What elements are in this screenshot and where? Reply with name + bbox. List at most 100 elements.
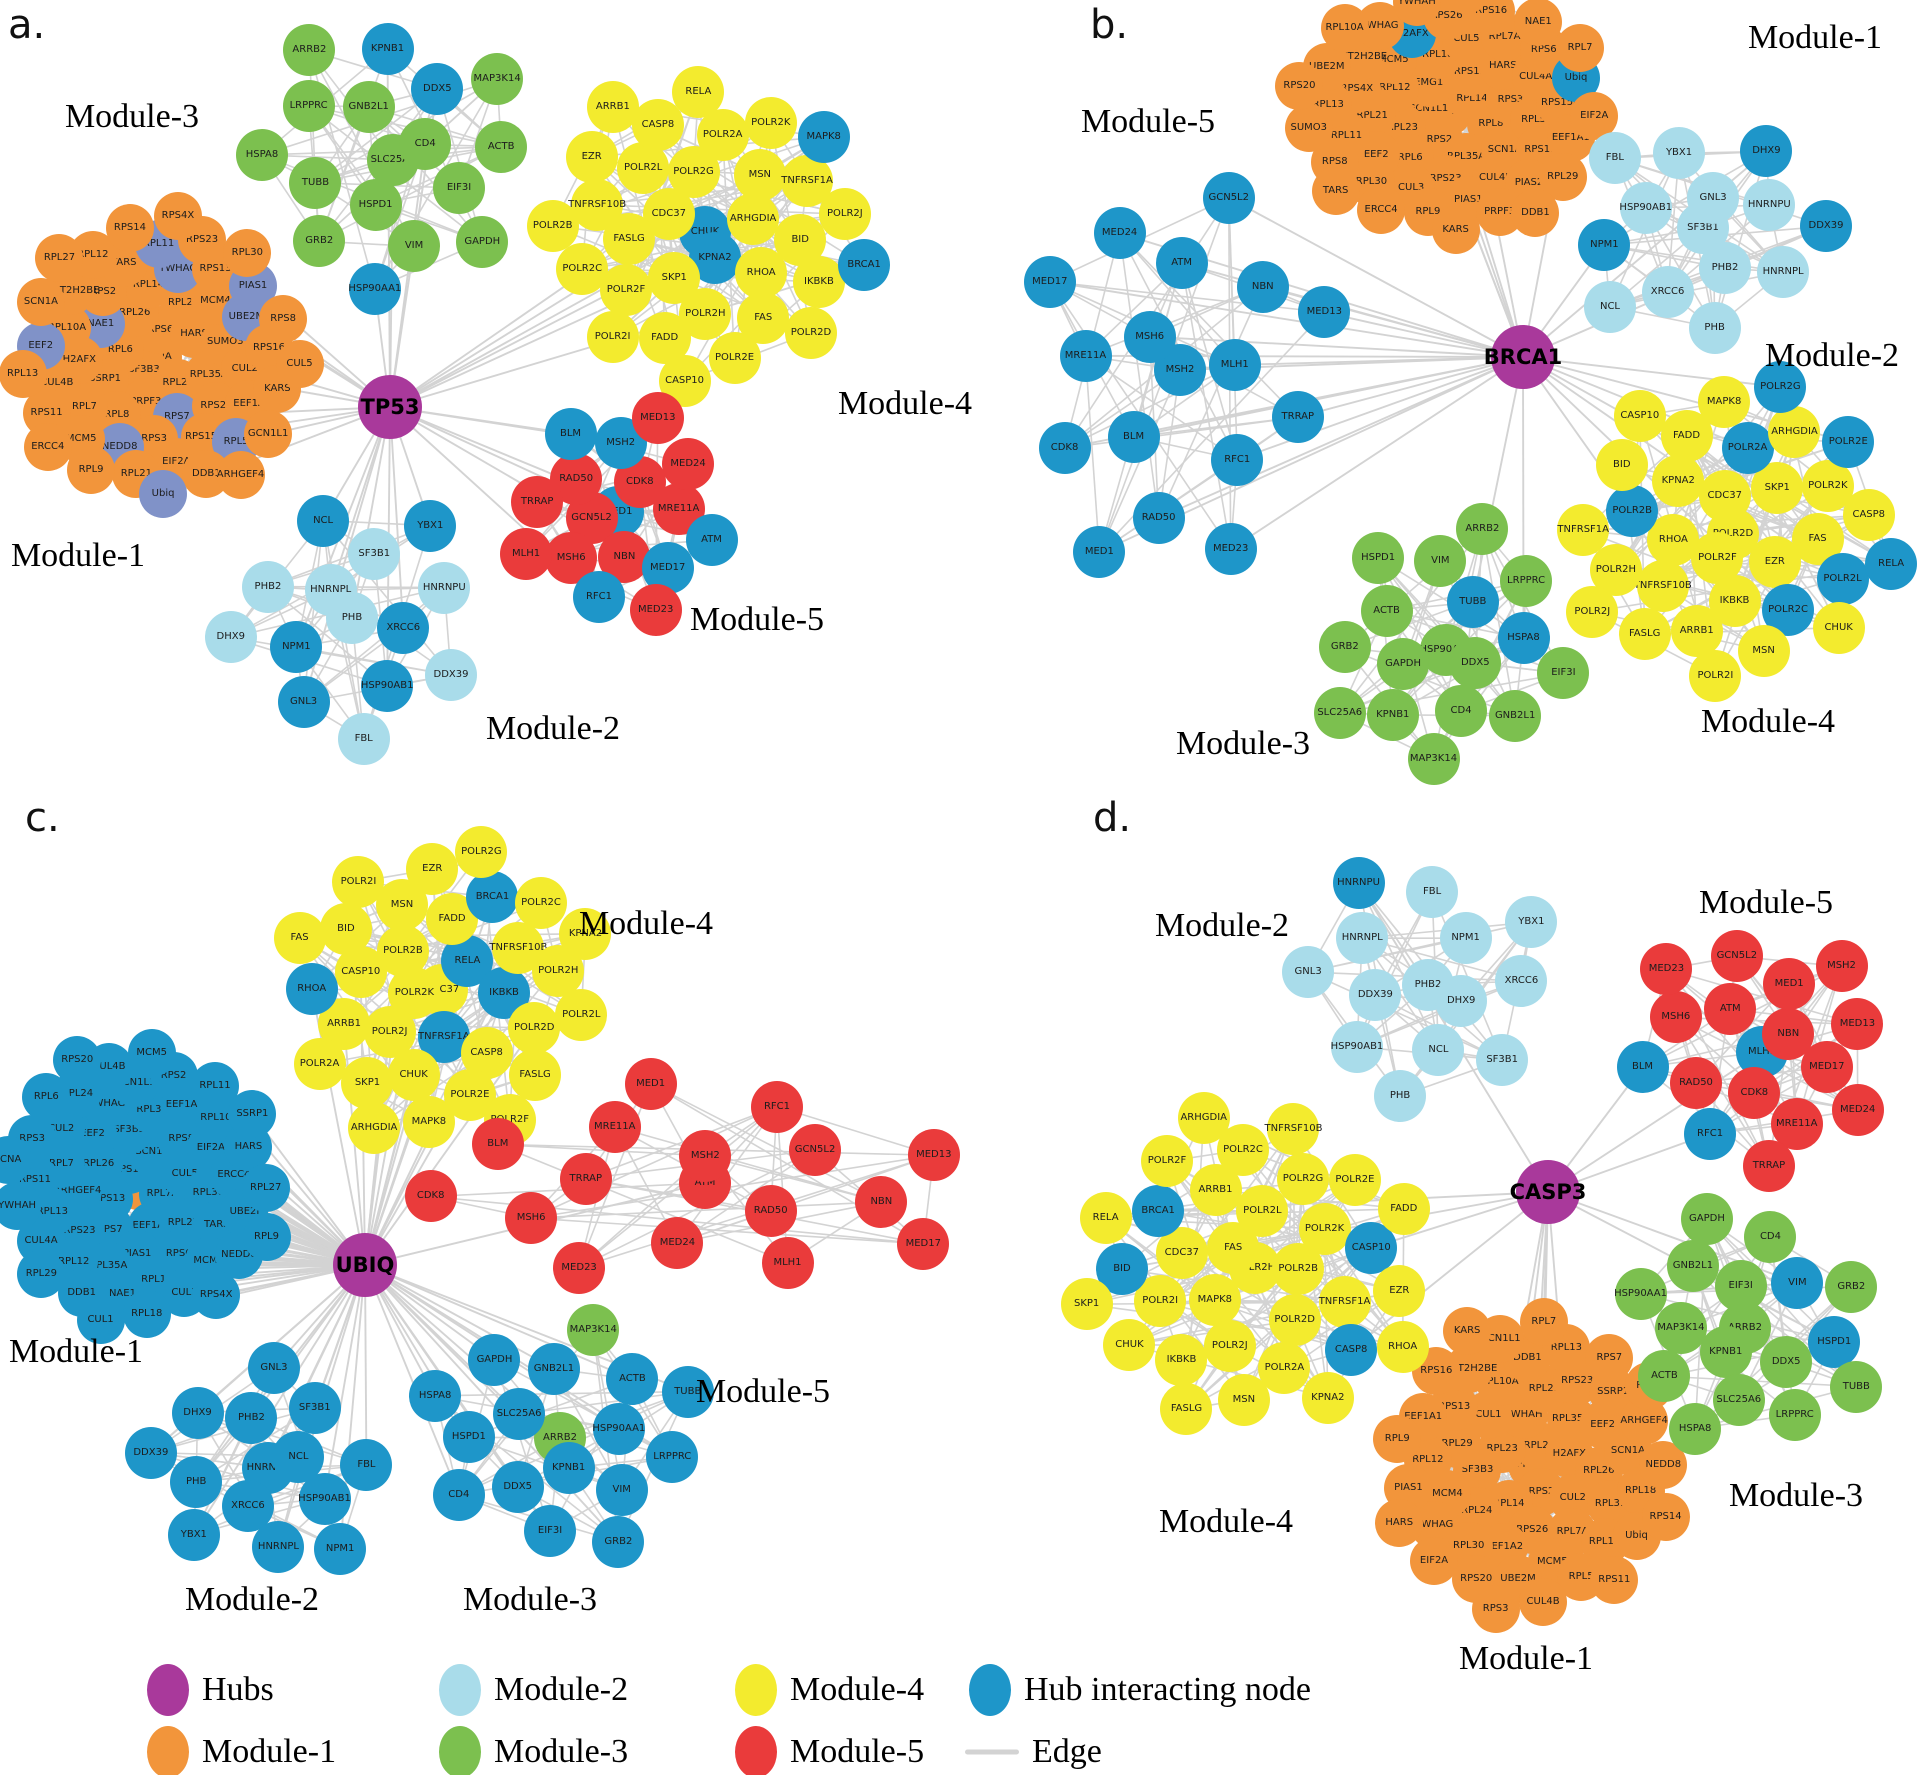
node-polr2j[interactable]: POLR2J — [1566, 585, 1619, 638]
node-hnrnpu[interactable]: HNRNPU — [1743, 179, 1796, 232]
node-nae1[interactable]: NAE1 — [1514, 0, 1563, 46]
node-arrb2[interactable]: ARRB2 — [1456, 503, 1509, 556]
node-msh6[interactable]: MSH6 — [1123, 310, 1176, 363]
node-eif3i[interactable]: EIF3I — [433, 162, 486, 215]
node-kars[interactable]: KARS — [1431, 205, 1480, 254]
node-actb[interactable]: ACTB — [606, 1353, 659, 1406]
node-ncl[interactable]: NCL — [297, 494, 350, 547]
node-cdk8[interactable]: CDK8 — [1728, 1067, 1781, 1120]
node-tnfrsf10b[interactable]: TNFRSF10B — [1634, 559, 1692, 612]
node-polr2j[interactable]: POLR2J — [1203, 1319, 1256, 1372]
node-rps14[interactable]: RPS14 — [105, 203, 154, 252]
node-polr2a[interactable]: POLR2A — [1721, 421, 1774, 474]
node-fas[interactable]: FAS — [273, 911, 326, 964]
node-trrap[interactable]: TRRAP — [559, 1152, 612, 1205]
node-skp1[interactable]: SKP1 — [341, 1057, 394, 1110]
node-sumo3[interactable]: SUMO3 — [1284, 104, 1333, 153]
node-tnfrsf10b[interactable]: TNFRSF10B — [568, 178, 626, 231]
node-hspd1[interactable]: HSPD1 — [1352, 532, 1405, 585]
node-kpnb1[interactable]: KPNB1 — [1366, 688, 1419, 741]
node-mapk8[interactable]: MAPK8 — [402, 1096, 455, 1149]
node-kars[interactable]: KARS — [1443, 1307, 1492, 1356]
node-casp8[interactable]: CASP8 — [631, 98, 684, 151]
node-gapdh[interactable]: GAPDH — [456, 215, 509, 268]
node-arrb1[interactable]: ARRB1 — [1670, 605, 1723, 658]
node-mlh1[interactable]: MLH1 — [500, 527, 553, 580]
node-msh2[interactable]: MSH2 — [594, 416, 647, 469]
node-med17[interactable]: MED17 — [897, 1217, 950, 1270]
node-fadd[interactable]: FADD — [426, 892, 479, 945]
node-rpl27[interactable]: RPL27 — [35, 234, 84, 283]
node-ncl[interactable]: NCL — [1412, 1024, 1465, 1077]
node-ddx5[interactable]: DDX5 — [491, 1460, 544, 1513]
node-gcn5l2[interactable]: GCN5L2 — [789, 1124, 842, 1177]
node-brca1[interactable]: BRCA1 — [1132, 1184, 1185, 1237]
node-mre11a[interactable]: MRE11A — [588, 1100, 641, 1153]
node-cdk8[interactable]: CDK8 — [404, 1170, 457, 1223]
node-gapdh[interactable]: GAPDH — [468, 1333, 521, 1386]
node-slc25a6[interactable]: SLC25A6 — [493, 1388, 546, 1441]
node-polr2f[interactable]: POLR2F — [1141, 1135, 1193, 1188]
node-polr2d[interactable]: POLR2D — [1268, 1294, 1321, 1347]
node-eif3i[interactable]: EIF3I — [1537, 647, 1590, 700]
node-med24[interactable]: MED24 — [1831, 1083, 1884, 1136]
node-actb[interactable]: ACTB — [1638, 1350, 1691, 1403]
node-bid[interactable]: BID — [1595, 439, 1648, 492]
node-blm[interactable]: BLM — [1107, 410, 1160, 463]
node-hspd1[interactable]: HSPD1 — [442, 1411, 495, 1464]
node-hnrnpl[interactable]: HNRNPL — [1757, 245, 1810, 298]
node-polr2b[interactable]: POLR2B — [1606, 485, 1659, 538]
node-tnfrsf1a[interactable]: TNFRSF1A — [1557, 504, 1610, 557]
node-msn[interactable]: MSN — [733, 148, 786, 201]
node-ybx1[interactable]: YBX1 — [167, 1508, 220, 1561]
node-fadd[interactable]: FADD — [1377, 1182, 1430, 1235]
node-grb2[interactable]: GRB2 — [592, 1515, 645, 1568]
node-dhx9[interactable]: DHX9 — [171, 1386, 224, 1439]
node-vim[interactable]: VIM — [1414, 535, 1467, 587]
node-tubb[interactable]: TUBB — [661, 1365, 714, 1418]
node-hspa8[interactable]: HSPA8 — [409, 1369, 462, 1422]
node-rps20[interactable]: RPS20 — [1275, 62, 1324, 110]
node-kpna2[interactable]: KPNA2 — [1652, 455, 1705, 508]
node-nbn[interactable]: NBN — [855, 1175, 908, 1228]
node-hnrnpl[interactable]: HNRNPL — [252, 1521, 305, 1574]
node-polr2e[interactable]: POLR2E — [1328, 1154, 1381, 1207]
node-gnb2l1[interactable]: GNB2L1 — [1666, 1240, 1719, 1293]
node-scn1a[interactable]: SCN1A — [16, 278, 65, 327]
node-arhgdia[interactable]: ARHGDIA — [727, 193, 780, 246]
node-med1[interactable]: MED1 — [1763, 957, 1816, 1010]
node-hspd1[interactable]: HSPD1 — [349, 178, 402, 231]
node-actb[interactable]: ACTB — [475, 120, 528, 173]
node-casp8[interactable]: CASP8 — [1325, 1323, 1378, 1376]
node-chuk[interactable]: CHUK — [387, 1049, 440, 1102]
node-rpl9[interactable]: RPL9 — [67, 445, 116, 494]
node-polr2c[interactable]: POLR2C — [556, 243, 609, 296]
node-fbl[interactable]: FBL — [1588, 132, 1641, 185]
node-ezr[interactable]: EZR — [406, 843, 459, 896]
hub-brca1[interactable]: BRCA1 — [1484, 325, 1562, 389]
node-rhoa[interactable]: RHOA — [1647, 513, 1700, 566]
node-rps4x[interactable]: RPS4X — [153, 192, 202, 241]
node-med23[interactable]: MED23 — [629, 584, 682, 637]
node-hsp90ab1[interactable]: HSP90AB1 — [361, 660, 414, 713]
node-tnfrsf10b[interactable]: TNFRSF10B — [1264, 1102, 1322, 1155]
node-eif3i[interactable]: EIF3I — [524, 1504, 577, 1557]
node-rps4x[interactable]: RPS4X — [192, 1270, 241, 1319]
node-phb2[interactable]: PHB2 — [225, 1392, 278, 1445]
node-map3k14[interactable]: MAP3K14 — [567, 1304, 620, 1357]
node-polr2e[interactable]: POLR2E — [1822, 415, 1875, 468]
node-blm[interactable]: BLM — [1616, 1041, 1669, 1093]
node-rpl6[interactable]: RPL6 — [22, 1072, 71, 1121]
node-hnrnpu[interactable]: HNRNPU — [418, 561, 471, 614]
node-grb2[interactable]: GRB2 — [1318, 621, 1371, 674]
node-phb2[interactable]: PHB2 — [241, 560, 294, 613]
node-rps8[interactable]: RPS8 — [259, 294, 308, 343]
hub-ubiq[interactable]: UBIQ — [333, 1233, 397, 1297]
node-fbl[interactable]: FBL — [337, 712, 390, 765]
node-polr2l[interactable]: POLR2L — [617, 142, 670, 195]
node-npm1[interactable]: NPM1 — [270, 621, 323, 674]
node-rpl29[interactable]: RPL29 — [17, 1249, 66, 1298]
node-chuk[interactable]: CHUK — [1812, 601, 1865, 654]
node-tnfrsf1a[interactable]: TNFRSF1A — [1318, 1276, 1371, 1329]
node-rela[interactable]: RELA — [672, 66, 725, 119]
